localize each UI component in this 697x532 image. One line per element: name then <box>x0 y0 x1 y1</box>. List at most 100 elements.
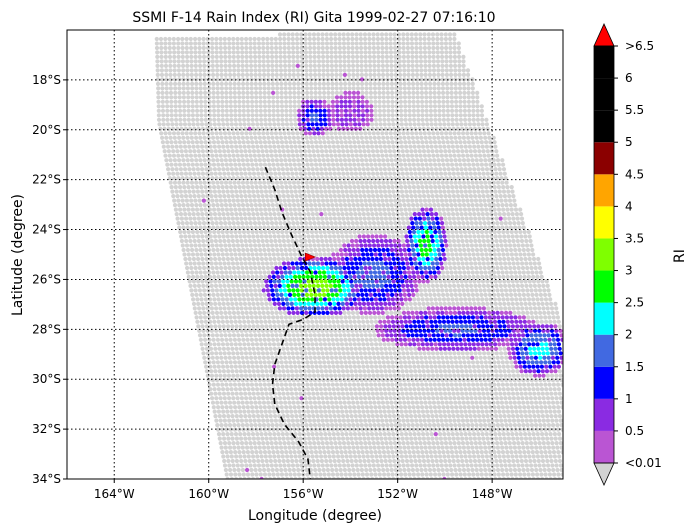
no-rain-pixel <box>155 72 160 77</box>
no-rain-pixel <box>355 203 360 208</box>
no-rain-pixel <box>448 63 453 68</box>
no-rain-pixel <box>288 252 293 257</box>
no-rain-pixel <box>407 207 412 212</box>
no-rain-pixel <box>342 77 348 82</box>
no-rain-pixel <box>212 122 217 127</box>
no-rain-pixel <box>345 32 351 37</box>
rain-pixel <box>367 310 373 315</box>
no-rain-pixel <box>384 221 389 226</box>
no-rain-pixel <box>186 117 191 122</box>
no-rain-pixel <box>325 180 331 185</box>
no-rain-pixel <box>450 252 455 257</box>
no-rain-pixel <box>353 234 358 239</box>
no-rain-pixel <box>404 167 409 172</box>
rain-pixel <box>327 256 332 262</box>
rain-pixel <box>436 225 441 230</box>
no-rain-pixel <box>297 189 303 194</box>
no-rain-pixel <box>346 68 352 73</box>
no-rain-pixel <box>193 63 198 68</box>
rain-pixel <box>417 212 422 217</box>
no-rain-pixel <box>460 283 465 288</box>
no-rain-pixel <box>437 162 442 167</box>
no-rain-pixel <box>314 207 319 212</box>
no-rain-pixel <box>275 207 280 212</box>
no-rain-pixel <box>338 225 343 230</box>
no-rain-pixel <box>199 99 204 104</box>
no-rain-pixel <box>223 265 228 271</box>
no-rain-pixel <box>245 225 250 230</box>
no-rain-pixel <box>217 279 222 284</box>
no-rain-pixel <box>452 32 457 37</box>
rain-pixel <box>358 261 363 266</box>
no-rain-pixel <box>159 54 164 60</box>
no-rain-pixel <box>161 144 166 149</box>
no-rain-pixel <box>182 108 187 113</box>
no-rain-pixel <box>441 274 446 279</box>
no-rain-pixel <box>406 135 411 140</box>
no-rain-pixel <box>270 77 275 82</box>
no-rain-pixel <box>497 189 502 194</box>
no-rain-pixel <box>242 274 247 279</box>
no-rain-pixel <box>322 95 327 100</box>
no-rain-pixel <box>522 274 527 279</box>
no-rain-pixel <box>230 261 236 266</box>
no-rain-pixel <box>275 81 280 86</box>
no-rain-pixel <box>182 162 187 167</box>
no-rain-pixel <box>310 144 315 149</box>
no-rain-pixel <box>303 198 308 203</box>
no-rain-pixel <box>470 90 475 95</box>
no-rain-pixel <box>269 36 274 42</box>
no-rain-pixel <box>468 256 473 262</box>
no-rain-pixel <box>304 59 309 64</box>
rain-pixel <box>355 243 360 248</box>
no-rain-pixel <box>245 162 251 167</box>
rain-pixel <box>314 108 319 113</box>
no-rain-pixel <box>367 36 372 42</box>
no-rain-pixel <box>285 167 290 172</box>
no-rain-pixel <box>326 207 331 212</box>
no-rain-pixel <box>380 45 385 51</box>
no-rain-pixel <box>243 283 248 288</box>
rain-pixel <box>433 229 438 235</box>
no-rain-pixel <box>228 90 233 95</box>
no-rain-pixel <box>176 36 181 42</box>
rain-pixel <box>312 265 317 271</box>
no-rain-pixel <box>290 36 295 42</box>
no-rain-pixel <box>216 140 221 145</box>
no-rain-pixel <box>234 234 239 239</box>
no-rain-pixel <box>330 81 335 86</box>
no-rain-pixel <box>385 90 390 95</box>
no-rain-pixel <box>457 288 462 293</box>
no-rain-pixel <box>488 274 493 279</box>
no-rain-pixel <box>423 158 428 163</box>
no-rain-pixel <box>382 122 387 127</box>
no-rain-pixel <box>207 292 212 297</box>
no-rain-pixel <box>519 256 524 262</box>
rain-pixel <box>304 288 309 293</box>
rain-pixel <box>344 252 349 257</box>
no-rain-pixel <box>186 274 191 279</box>
no-rain-pixel <box>455 167 460 172</box>
rain-pixel <box>367 265 372 271</box>
rain-pixel <box>415 270 420 275</box>
rain-pixel <box>410 288 415 293</box>
no-rain-pixel <box>186 104 191 109</box>
no-rain-pixel <box>475 113 480 118</box>
no-rain-pixel <box>374 144 379 149</box>
no-rain-pixel <box>452 131 457 136</box>
no-rain-pixel <box>235 131 240 136</box>
no-rain-pixel <box>279 225 284 230</box>
no-rain-pixel <box>472 122 477 127</box>
no-rain-pixel <box>462 292 467 297</box>
rain-pixel <box>381 247 386 253</box>
no-rain-pixel <box>280 117 285 122</box>
no-rain-pixel <box>486 153 491 158</box>
no-rain-pixel <box>263 108 268 113</box>
no-rain-pixel <box>458 274 463 279</box>
no-rain-pixel <box>479 203 484 208</box>
rain-pixel <box>382 297 387 302</box>
no-rain-pixel <box>181 63 186 68</box>
no-rain-pixel <box>480 117 485 122</box>
no-rain-pixel <box>449 180 454 185</box>
no-rain-pixel <box>391 212 396 217</box>
